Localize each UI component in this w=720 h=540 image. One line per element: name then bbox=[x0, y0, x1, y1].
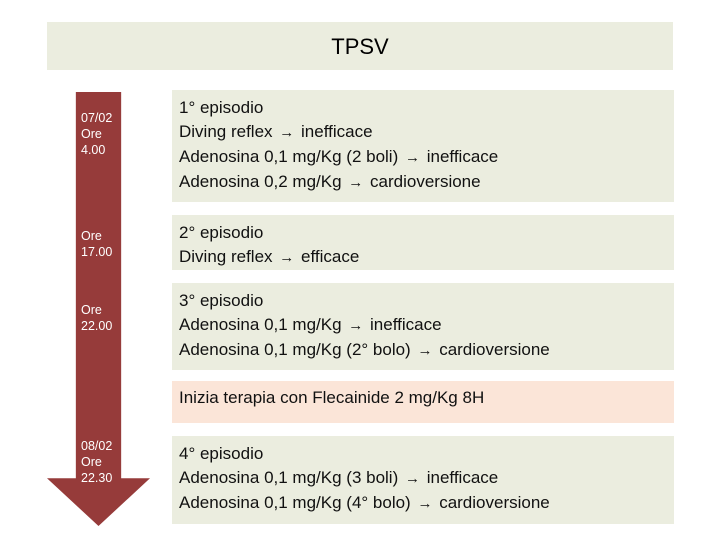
arrow-right-icon: → bbox=[417, 342, 433, 359]
box-line: Adenosina 0,1 mg/Kg (3 boli) → inefficac… bbox=[179, 468, 499, 487]
therapy-box: Inizia terapia con Flecainide 2 mg/Kg 8H bbox=[172, 381, 674, 423]
arrow-right-icon: → bbox=[279, 124, 295, 141]
arrow-right-icon: → bbox=[417, 495, 433, 512]
episode-box-1: 1° episodio Diving reflex → inefficace A… bbox=[172, 90, 674, 202]
time-hour: 4.00 bbox=[81, 143, 106, 157]
box-line: 4° episodio bbox=[179, 444, 264, 463]
box-line: Diving reflex → inefficace bbox=[179, 122, 373, 141]
box-line: Inizia terapia con Flecainide 2 mg/Kg 8H bbox=[179, 388, 485, 407]
box-line: 3° episodio bbox=[179, 291, 264, 310]
time-label-3: Ore 22.00 bbox=[81, 302, 112, 334]
box-line: 1° episodio bbox=[179, 98, 264, 117]
box-line: Adenosina 0,2 mg/Kg → cardioversione bbox=[179, 172, 481, 191]
box-line: Adenosina 0,1 mg/Kg (2 boli) → inefficac… bbox=[179, 147, 499, 166]
title-bar: TPSV bbox=[47, 22, 673, 70]
episode-box-2: 2° episodio Diving reflex → efficace bbox=[172, 215, 674, 270]
arrow-right-icon: → bbox=[348, 317, 364, 334]
time-hour: 22.00 bbox=[81, 319, 113, 333]
time-date: 07/02 bbox=[81, 111, 113, 125]
time-ore: Ore bbox=[81, 127, 102, 141]
episode-box-3: 3° episodio Adenosina 0,1 mg/Kg → ineffi… bbox=[172, 283, 674, 370]
arrow-right-icon: → bbox=[279, 249, 295, 266]
box-line: 2° episodio bbox=[179, 223, 264, 242]
time-label-4: 08/02 Ore 22.30 bbox=[81, 438, 112, 486]
box-line: Adenosina 0,1 mg/Kg → inefficace bbox=[179, 315, 442, 334]
time-ore: Ore bbox=[81, 303, 102, 317]
arrow-right-icon: → bbox=[348, 174, 364, 191]
box-line: Diving reflex → efficace bbox=[179, 247, 360, 266]
episode-box-4: 4° episodio Adenosina 0,1 mg/Kg (3 boli)… bbox=[172, 436, 674, 524]
box-line: Adenosina 0,1 mg/Kg (4° bolo) → cardiove… bbox=[179, 493, 550, 512]
time-ore: Ore bbox=[81, 229, 102, 243]
arrow-right-icon: → bbox=[404, 470, 420, 487]
arrow-right-icon: → bbox=[404, 149, 420, 166]
time-label-2: Ore 17.00 bbox=[81, 228, 112, 260]
time-ore: Ore bbox=[81, 455, 102, 469]
time-hour: 17.00 bbox=[81, 245, 113, 259]
time-date: 08/02 bbox=[81, 439, 113, 453]
time-hour: 22.30 bbox=[81, 471, 113, 485]
page-title: TPSV bbox=[331, 34, 389, 59]
box-line: Adenosina 0,1 mg/Kg (2° bolo) → cardiove… bbox=[179, 340, 550, 359]
time-label-1: 07/02 Ore 4.00 bbox=[81, 110, 112, 158]
